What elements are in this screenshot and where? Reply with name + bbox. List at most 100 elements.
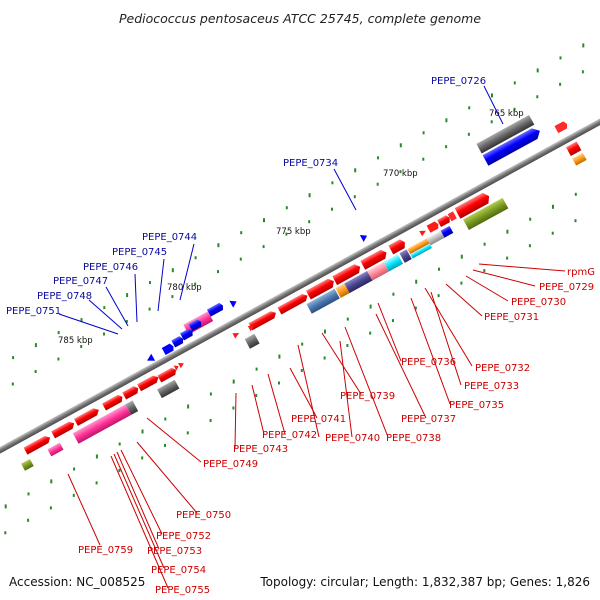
gene-pepe-0752 bbox=[157, 379, 180, 399]
tick-dot bbox=[240, 231, 243, 235]
gene-pepe-0750 bbox=[157, 367, 177, 383]
tick-dot bbox=[49, 506, 52, 510]
tick-dot bbox=[171, 268, 174, 273]
label-pepe-0745: PEPE_0745 bbox=[112, 247, 167, 258]
tick-dot bbox=[194, 282, 197, 286]
tick-dot bbox=[399, 170, 402, 174]
gene-rpmG bbox=[447, 211, 457, 222]
reverse-strand-genes bbox=[147, 115, 568, 361]
tick-dot bbox=[529, 217, 532, 221]
gene-pepe-0763 bbox=[21, 458, 34, 471]
label-rpmG: rpmG bbox=[567, 267, 595, 278]
tick-dot bbox=[536, 95, 539, 99]
tick-dot bbox=[513, 107, 516, 111]
label-pepe-0752: PEPE_0752 bbox=[156, 531, 211, 542]
tick-dot bbox=[483, 269, 486, 273]
gene-pepe-0743 bbox=[277, 293, 308, 315]
gene-pepe-0739 bbox=[360, 249, 387, 270]
tick-dot bbox=[34, 370, 37, 373]
tick-dot bbox=[285, 206, 288, 210]
tick-dot bbox=[300, 369, 303, 372]
tick-dot bbox=[376, 182, 379, 186]
gene-pepe-0743-b bbox=[248, 311, 276, 331]
tick-dot bbox=[126, 293, 129, 298]
gene-pepe-0749-b bbox=[232, 333, 240, 339]
tick-dot bbox=[194, 256, 197, 260]
gene-pepe-0745 bbox=[188, 319, 202, 332]
tick-label: 770 kbp bbox=[383, 169, 418, 179]
label-pepe-0746: PEPE_0746 bbox=[83, 262, 138, 273]
label-pepe-0749: PEPE_0749 bbox=[203, 459, 258, 470]
tick-dot bbox=[27, 518, 30, 522]
tick-dot bbox=[353, 195, 356, 199]
tick-dot bbox=[490, 120, 493, 124]
label-pepe-0737: PEPE_0737 bbox=[401, 414, 456, 425]
tick-dot bbox=[308, 220, 311, 224]
tick-dot bbox=[262, 245, 265, 249]
tick-dot bbox=[551, 231, 554, 235]
gene-pepe-0753 bbox=[137, 375, 159, 392]
tick-dot bbox=[12, 356, 15, 360]
tick-dot bbox=[57, 357, 60, 361]
tick-dot bbox=[491, 93, 493, 98]
tick-label: 780 kbp bbox=[167, 283, 202, 293]
tick-dot bbox=[255, 394, 258, 397]
tick-dot bbox=[445, 145, 448, 149]
tick-dot bbox=[324, 329, 326, 334]
gene-pepe-0746 bbox=[180, 328, 193, 341]
tick-dot bbox=[392, 292, 395, 296]
tick-dot bbox=[4, 531, 7, 535]
tick-dot bbox=[574, 192, 577, 196]
tick-dot bbox=[171, 295, 174, 299]
gene-pepe-0747 bbox=[171, 336, 184, 348]
gene-pepe-0726 bbox=[482, 128, 540, 166]
tick-dot bbox=[506, 256, 509, 260]
feature-track bbox=[0, 100, 600, 472]
gene-pepe-0729-region bbox=[454, 192, 490, 219]
topology-text: Topology: circular; Length: 1,832,387 bp… bbox=[259, 575, 590, 589]
gene-pepe-0755 bbox=[102, 394, 123, 411]
tick-dot bbox=[369, 304, 372, 309]
forward-strand-genes bbox=[21, 141, 587, 471]
gene-pepe-0736 bbox=[388, 239, 405, 255]
gene-pepe-0742-b bbox=[305, 278, 334, 300]
tick-dot bbox=[331, 181, 334, 185]
tick-dot bbox=[559, 82, 562, 86]
tick-dot bbox=[125, 320, 128, 323]
gene-pepe-0780 bbox=[229, 300, 237, 308]
gene-pepe-0733 bbox=[407, 238, 430, 255]
accession-text: Accession: NC_008525 bbox=[9, 575, 145, 589]
label-pepe-0748: PEPE_0748 bbox=[37, 291, 92, 302]
gene-pepe-0731-lower bbox=[426, 230, 445, 246]
tick-dot bbox=[438, 267, 440, 271]
tick-dot bbox=[186, 431, 189, 435]
label-pepe-0742: PEPE_0742 bbox=[262, 430, 317, 441]
tick-dot bbox=[460, 281, 463, 285]
label-pepe-0741: PEPE_0741 bbox=[291, 414, 346, 425]
tick-dot bbox=[467, 132, 470, 136]
tick-dot bbox=[582, 43, 585, 48]
label-pepe-0740: PEPE_0740 bbox=[325, 433, 380, 444]
gene-right-forward-b bbox=[572, 152, 587, 166]
tick-dot bbox=[255, 367, 258, 371]
label-pepe-0747: PEPE_0747 bbox=[53, 276, 108, 287]
tick-dot bbox=[414, 306, 417, 310]
tick-dot bbox=[141, 429, 144, 434]
tick-dot bbox=[57, 331, 60, 335]
tick-dot bbox=[346, 317, 349, 321]
tick-dot bbox=[103, 332, 105, 336]
gene-pepe-0726-upper bbox=[476, 115, 535, 154]
tick-dot bbox=[528, 244, 531, 248]
label-pepe-0744: PEPE_0744 bbox=[142, 232, 197, 243]
tick-dot bbox=[468, 106, 471, 110]
label-pepe-0753: PEPE_0753 bbox=[147, 546, 202, 557]
tick-dot bbox=[149, 281, 151, 285]
tick-label: 785 kbp bbox=[58, 336, 93, 346]
tick-dot bbox=[536, 68, 539, 73]
label-pepe-0738: PEPE_0738 bbox=[386, 433, 441, 444]
gene-pepe-0759 bbox=[72, 404, 132, 444]
gene-right-edge bbox=[554, 121, 568, 134]
gene-pepe-0741-b bbox=[335, 283, 350, 298]
gene-pepe-0738 bbox=[366, 261, 389, 282]
tick-dot bbox=[559, 56, 562, 60]
